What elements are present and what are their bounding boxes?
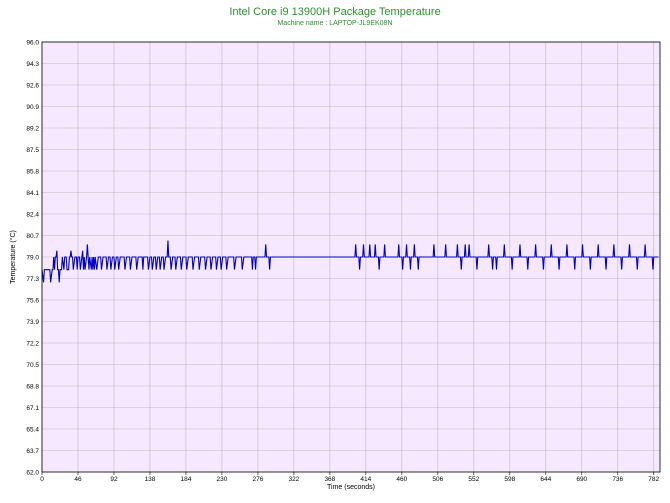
x-axis-ticks: 0 46 92 138 184 230 276 322 368 414 460 506 552 598 64… — [40, 472, 660, 483]
plot-border — [41, 41, 661, 473]
x-tick-label: 230 — [216, 476, 227, 483]
y-tick-label: 90.9 — [26, 104, 39, 111]
x-tick-label: 598 — [504, 476, 515, 483]
y-tick-label: 67.1 — [26, 405, 39, 412]
x-tick-label: 644 — [540, 476, 551, 483]
y-tick-label: 77.3 — [26, 276, 39, 283]
y-tick-label: 68.8 — [26, 384, 39, 391]
x-tick-label: 736 — [612, 476, 623, 483]
y-tick-label: 63.7 — [26, 448, 39, 455]
x-tick-label: 0 — [40, 476, 44, 483]
y-tick-label: 94.3 — [26, 61, 39, 68]
series-line — [41, 240, 659, 283]
y-tick-label: 75.6 — [26, 298, 39, 305]
chart-subtitle: Machine name : LAPTOP-JL9EK08N — [277, 20, 393, 27]
y-tick-label: 79.0 — [26, 255, 39, 262]
y-axis-ticks: 96.0 94.3 92.6 90.9 89.2 87.5 85.8 84.1 82.4 80.7… — [26, 40, 39, 477]
y-tick-label: 92.6 — [26, 83, 39, 90]
x-tick-label: 552 — [468, 476, 479, 483]
x-tick-label: 414 — [360, 476, 371, 483]
chart-title: Intel Core i9 13900H Package Temperature — [229, 6, 441, 18]
x-axis-label: Time (seconds) — [327, 484, 375, 491]
x-tick-label: 460 — [396, 476, 407, 483]
x-tick-label: 782 — [648, 476, 659, 483]
y-axis-label: Temperature (°C) — [9, 230, 17, 284]
y-tick-label: 73.9 — [26, 319, 39, 326]
y-tick-label: 87.5 — [26, 147, 39, 154]
y-tick-label: 82.4 — [26, 212, 39, 219]
x-tick-label: 184 — [181, 476, 192, 483]
y-tick-label: 80.7 — [26, 233, 39, 240]
y-tick-label: 62.0 — [26, 470, 39, 477]
y-tick-label: 85.8 — [26, 169, 39, 176]
y-tick-label: 96.0 — [26, 40, 39, 47]
y-tick-label: 65.4 — [26, 427, 39, 434]
y-tick-label: 72.2 — [26, 341, 39, 348]
x-tick-label: 322 — [288, 476, 299, 483]
x-tick-label: 46 — [74, 476, 82, 483]
x-tick-label: 138 — [145, 476, 156, 483]
y-tick-label: 84.1 — [26, 190, 39, 197]
x-tick-label: 92 — [110, 476, 118, 483]
x-tick-label: 368 — [324, 476, 335, 483]
x-tick-label: 690 — [576, 476, 587, 483]
x-tick-label: 276 — [252, 476, 263, 483]
x-tick-label: 506 — [432, 476, 443, 483]
y-tick-label: 89.2 — [26, 126, 39, 133]
y-tick-label: 70.5 — [26, 362, 39, 369]
